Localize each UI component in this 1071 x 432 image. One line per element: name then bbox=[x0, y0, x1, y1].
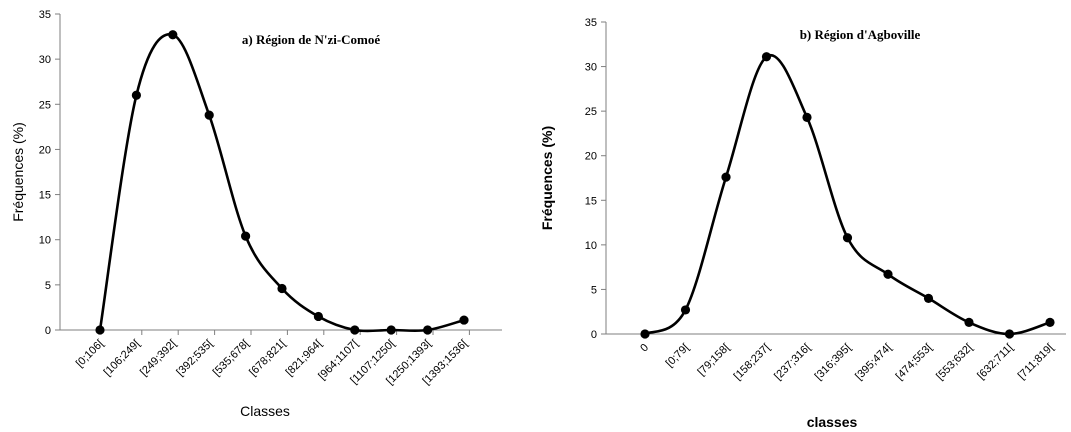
x-tick-label: [106;249[ bbox=[102, 338, 143, 379]
y-tick-label: 0 bbox=[591, 329, 597, 341]
x-tick-label: [632;711[ bbox=[975, 342, 1015, 382]
data-point bbox=[680, 305, 691, 315]
y-tick-label: 30 bbox=[585, 62, 597, 74]
data-point bbox=[842, 233, 853, 243]
x-tick-label: [0;106[ bbox=[74, 338, 106, 370]
y-tick-label: 5 bbox=[45, 280, 51, 292]
data-point bbox=[459, 315, 469, 325]
x-tick-label: [0;79[ bbox=[664, 342, 692, 370]
y-tick-label: 0 bbox=[45, 325, 51, 337]
x-tick-label: [392;535[ bbox=[174, 338, 215, 379]
x-tick-label: [249;392[ bbox=[138, 338, 179, 379]
chart-0: 05101520253035[0;106[[106;249[[249;392[[… bbox=[10, 9, 502, 419]
y-tick-label: 10 bbox=[39, 235, 51, 247]
data-point bbox=[883, 269, 893, 279]
x-tick-label: [711;819[ bbox=[1016, 342, 1056, 382]
y-tick-label: 25 bbox=[39, 99, 51, 111]
x-tick-label: [158;237[ bbox=[732, 342, 773, 383]
x-tick-label: [535;678[ bbox=[211, 338, 252, 379]
y-tick-label: 15 bbox=[39, 190, 51, 202]
y-tick-label: 5 bbox=[591, 284, 597, 296]
x-axis-title: Classes bbox=[240, 403, 290, 419]
y-axis-title: Fréquences (%) bbox=[10, 122, 26, 222]
y-tick-label: 35 bbox=[585, 17, 597, 29]
x-tick-label: [79;158[ bbox=[696, 342, 733, 379]
data-point bbox=[761, 52, 772, 62]
y-tick-label: 15 bbox=[585, 195, 597, 207]
y-tick-label: 20 bbox=[585, 151, 597, 163]
data-point bbox=[204, 110, 214, 120]
data-point bbox=[386, 325, 396, 335]
data-point bbox=[95, 325, 105, 335]
y-tick-label: 30 bbox=[39, 54, 51, 66]
x-tick-label: [316;395[ bbox=[813, 342, 854, 383]
data-point bbox=[277, 283, 287, 294]
x-tick-label: [553;632[ bbox=[934, 342, 975, 383]
data-point bbox=[131, 90, 141, 100]
data-point bbox=[964, 317, 974, 328]
data-point bbox=[640, 329, 650, 339]
x-tick-label: [395;474[ bbox=[853, 342, 894, 383]
data-point bbox=[350, 325, 360, 335]
data-point bbox=[168, 30, 178, 40]
series-line bbox=[643, 53, 1052, 336]
chart-title: a) Région de N'zi-Comoé bbox=[242, 32, 381, 47]
y-tick-label: 10 bbox=[585, 240, 597, 252]
x-tick-label: [474;553[ bbox=[894, 342, 935, 383]
data-point bbox=[923, 293, 934, 303]
x-tick-label: [237;316[ bbox=[772, 342, 813, 383]
chart-1: 0 5 10 15 20 25 30 35 0 [0;79[[79;158[[158;237[[2… bbox=[539, 17, 1066, 430]
y-tick-label: 35 bbox=[39, 9, 51, 21]
data-point bbox=[802, 112, 812, 122]
data-point bbox=[313, 311, 323, 322]
y-tick-label: 20 bbox=[39, 144, 51, 156]
data-point bbox=[1045, 317, 1055, 328]
data-point bbox=[1004, 329, 1015, 339]
data-point bbox=[241, 231, 251, 241]
data-point bbox=[721, 172, 731, 182]
data-point bbox=[423, 325, 433, 335]
x-tick-label: 0 bbox=[638, 342, 651, 355]
chart-title: b) Région d'Agboville bbox=[800, 27, 921, 42]
y-axis-title: Fréquences (%) bbox=[539, 126, 555, 230]
y-tick-label: 25 bbox=[585, 106, 597, 118]
x-axis-title: classes bbox=[807, 414, 858, 430]
x-tick-label: [678;821[ bbox=[247, 338, 288, 379]
